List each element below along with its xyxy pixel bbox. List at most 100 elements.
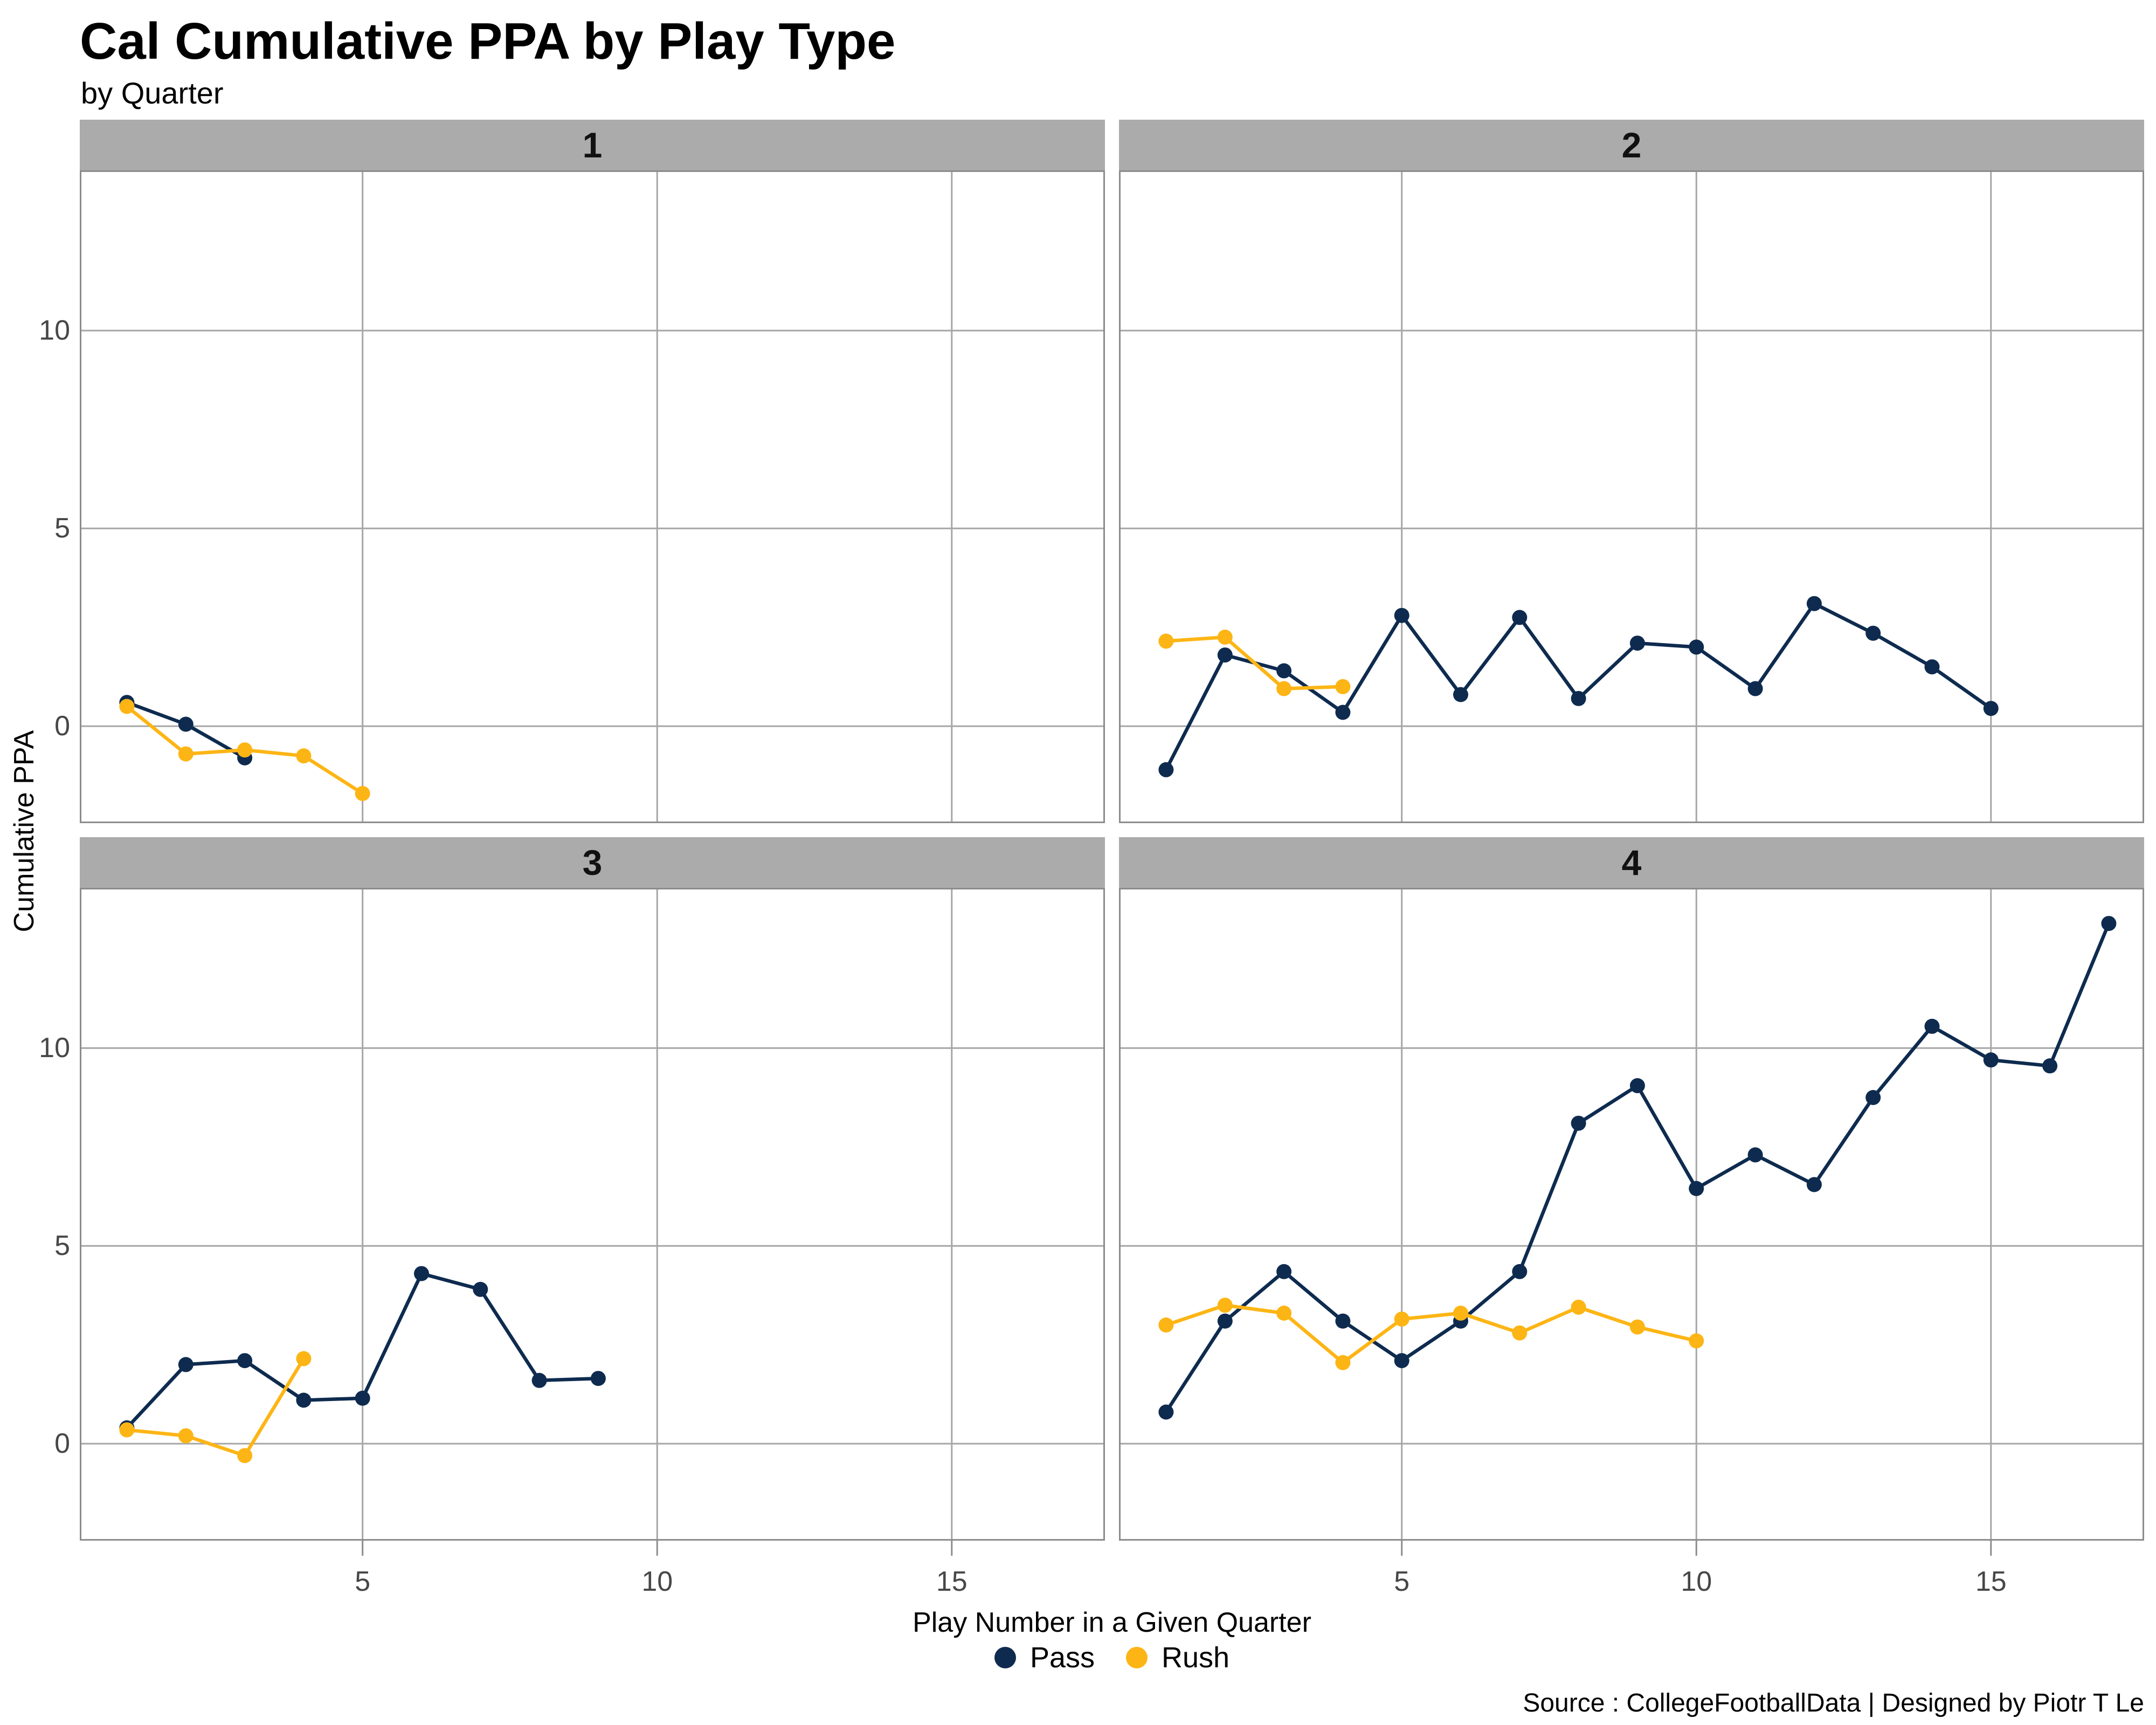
rush-data-point	[119, 699, 135, 714]
panel-border	[80, 888, 1105, 1541]
pass-data-point	[590, 1371, 606, 1386]
pass-data-point	[1865, 625, 1881, 641]
legend: Pass Rush	[80, 1639, 2144, 1676]
pass-data-point	[473, 1281, 488, 1297]
x-tick-label: 10	[641, 1566, 673, 1597]
facet-strip-3: 3	[80, 837, 1105, 888]
pass-data-point	[1217, 1313, 1233, 1329]
rush-data-point	[1217, 630, 1233, 645]
pass-data-point	[1865, 1090, 1881, 1105]
rush-data-point	[1217, 1298, 1233, 1313]
pass-data-point	[1924, 659, 1940, 675]
pass-data-point	[2042, 1058, 2058, 1074]
pass-data-point	[1335, 1313, 1351, 1329]
rush-data-point	[355, 786, 370, 801]
x-tick-label: 5	[1394, 1566, 1410, 1597]
pass-data-point	[1983, 701, 1999, 716]
rush-data-point	[178, 746, 194, 762]
y-tick-label: 5	[54, 513, 70, 544]
pass-data-point	[178, 716, 194, 732]
rush-data-point	[1453, 1306, 1468, 1321]
y-tick-label: 5	[54, 1230, 70, 1262]
facet-panel-2	[1119, 170, 2144, 823]
facet-strip-label: 2	[1621, 125, 1642, 165]
rush-data-point	[1512, 1325, 1528, 1341]
pass-data-point	[1512, 1264, 1528, 1279]
pass-data-point	[1747, 681, 1763, 696]
pass-data-point	[1394, 608, 1409, 623]
y-tick-label: 10	[39, 1032, 70, 1064]
x-tick-label: 5	[355, 1566, 371, 1597]
y-tick-label: 0	[54, 710, 70, 742]
pass-data-point	[531, 1372, 547, 1388]
pass-data-point	[1158, 762, 1174, 777]
pass-data-point	[178, 1357, 194, 1372]
pass-data-point	[296, 1392, 312, 1408]
rush-data-point	[296, 748, 312, 764]
x-tick-label: 15	[936, 1566, 968, 1597]
pass-data-point	[2101, 916, 2117, 932]
rush-data-point	[1335, 1355, 1351, 1370]
x-axis-title: Play Number in a Given Quarter	[913, 1607, 1311, 1638]
rush-data-point	[1335, 679, 1351, 694]
pass-data-point	[1983, 1052, 1999, 1068]
facet-strip-label: 4	[1621, 843, 1642, 882]
pass-data-point	[1512, 610, 1528, 625]
pass-data-point	[1629, 636, 1645, 651]
pass-data-point	[1747, 1147, 1763, 1163]
pass-data-point	[1806, 1177, 1822, 1192]
y-axis-title: Cumulative PPA	[9, 730, 40, 933]
pass-data-point	[1158, 1404, 1174, 1420]
pass-data-point	[1276, 1264, 1292, 1279]
rush-line	[125, 1357, 306, 1458]
rush-data-point	[237, 742, 253, 758]
pass-data-point	[1335, 705, 1351, 720]
panel-border	[1119, 888, 2144, 1541]
pass-data-point	[414, 1266, 429, 1281]
facet-strip-label: 1	[582, 125, 603, 165]
rush-data-point	[237, 1448, 253, 1464]
rush-data-point	[178, 1428, 194, 1444]
rush-data-point	[1276, 681, 1292, 696]
panel-border	[1119, 170, 2144, 823]
x-tick-label: 10	[1681, 1566, 1712, 1597]
rush-line	[1164, 635, 1345, 691]
rush-legend-dot-icon	[1126, 1647, 1148, 1668]
pass-data-point	[1394, 1353, 1409, 1369]
facet-strip-2: 2	[1119, 120, 2144, 170]
pass-data-point	[1806, 596, 1822, 611]
rush-data-point	[1158, 1317, 1174, 1333]
pass-data-point	[1571, 691, 1586, 706]
y-tick-label: 10	[39, 315, 70, 347]
legend-label-pass: Pass	[1029, 1641, 1095, 1674]
rush-data-point	[1689, 1333, 1704, 1349]
facet-strip-4: 4	[1119, 837, 2144, 888]
facet-panel-1	[80, 170, 1105, 823]
y-tick-label: 0	[54, 1428, 70, 1460]
legend-label-rush: Rush	[1162, 1641, 1230, 1674]
rush-data-point	[1394, 1312, 1409, 1327]
pass-legend-dot-icon	[994, 1647, 1016, 1668]
pass-data-point	[1924, 1018, 1940, 1034]
chart-title: Cal Cumulative PPA by Play Type	[80, 12, 896, 70]
facet-panel-3	[80, 888, 1105, 1556]
rush-data-point	[1276, 1306, 1292, 1321]
pass-data-point	[1276, 663, 1292, 679]
facet-strip-1: 1	[80, 120, 1105, 170]
pass-data-point	[1571, 1115, 1586, 1131]
pass-data-point	[1453, 687, 1468, 702]
pass-data-point	[1217, 647, 1233, 663]
rush-data-point	[296, 1351, 312, 1367]
pass-line	[1164, 921, 2111, 1414]
legend-item-rush: Rush	[1126, 1641, 1229, 1674]
legend-item-pass: Pass	[994, 1641, 1095, 1674]
pass-data-point	[1689, 639, 1704, 655]
facet-strip-label: 3	[582, 843, 603, 882]
pass-data-point	[1629, 1078, 1645, 1093]
x-tick-label: 15	[1975, 1566, 2007, 1597]
chart-subtitle: by Quarter	[81, 76, 224, 110]
rush-data-point	[119, 1422, 135, 1438]
rush-data-point	[1158, 633, 1174, 649]
pass-data-point	[237, 1353, 253, 1369]
